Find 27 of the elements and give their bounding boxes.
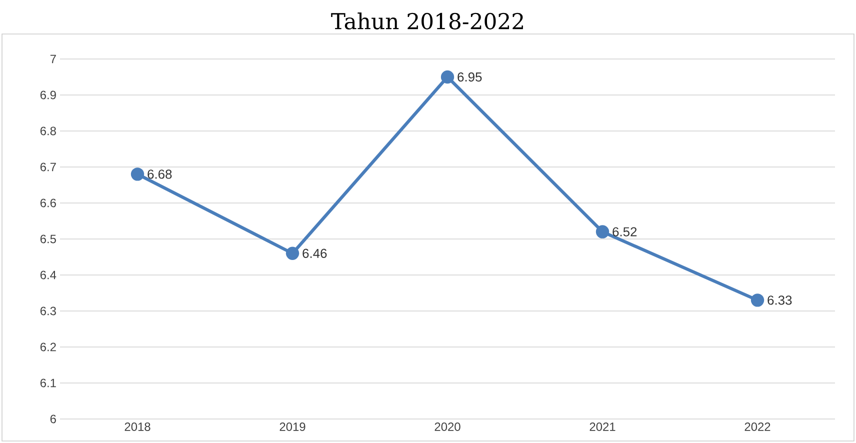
y-tick-label: 6.9 [40, 90, 56, 100]
y-tick-label: 6.8 [40, 126, 56, 136]
x-tick-label: 2021 [590, 422, 616, 431]
y-tick-label: 6.3 [40, 306, 56, 316]
point [286, 246, 300, 260]
y-tick-label: 6.5 [40, 234, 56, 244]
y-tick-label: 6.2 [40, 342, 56, 352]
data-label: 6.68 [148, 170, 172, 179]
chart-title: Tahun 2018-2022 [331, 12, 523, 30]
y-tick-label: 6.1 [40, 378, 56, 388]
y-tick-label: 6.6 [40, 198, 56, 208]
point [130, 168, 144, 181]
y-tick-label: 7 [50, 54, 56, 64]
data-label: 6.52 [612, 227, 637, 236]
x-tick-label: 2022 [744, 422, 770, 431]
x-tick-label: 2019 [280, 422, 306, 431]
x-tick-label: 2018 [124, 422, 150, 431]
y-tick-label: 6 [50, 414, 56, 424]
point [750, 294, 764, 307]
point [440, 70, 454, 84]
y-tick-label: 6.4 [40, 270, 56, 280]
point [596, 225, 610, 238]
x-tick-label: 2020 [434, 422, 460, 431]
data-label: 6.33 [768, 296, 792, 305]
data-label: 6.95 [458, 72, 482, 82]
y-tick-label: 6.7 [40, 162, 56, 172]
data-label: 6.46 [302, 248, 327, 258]
